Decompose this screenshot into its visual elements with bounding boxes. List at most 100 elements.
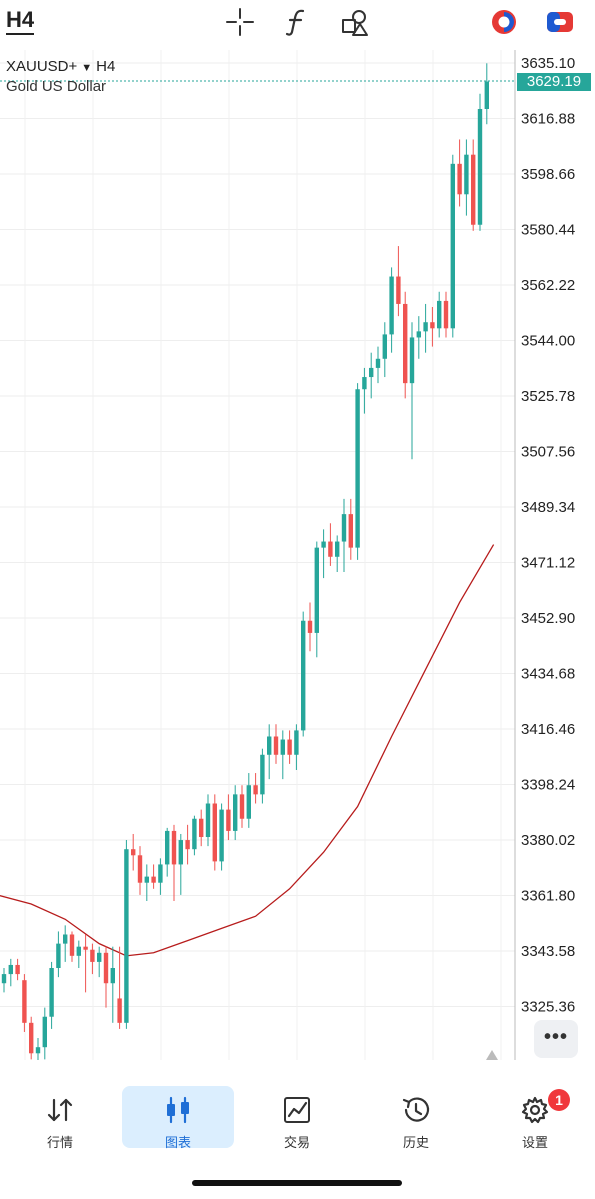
candle-body bbox=[430, 322, 435, 329]
tab-label: 图表 bbox=[164, 1135, 191, 1150]
candle-body bbox=[22, 980, 27, 1023]
candle-body bbox=[103, 952, 109, 984]
y-tick-label: 3507.56 bbox=[521, 444, 575, 461]
candle-body bbox=[246, 785, 251, 819]
candle-body bbox=[287, 739, 292, 755]
candle-body bbox=[328, 541, 333, 557]
candle-body bbox=[165, 830, 170, 865]
candle-body bbox=[437, 300, 442, 329]
candle-body bbox=[29, 1022, 34, 1054]
candles bbox=[1, 63, 489, 1060]
tab-chart[interactable]: 图表 bbox=[122, 1086, 234, 1150]
tab-settings[interactable]: 设置 bbox=[479, 1086, 591, 1150]
trade-icon bbox=[284, 1097, 310, 1123]
account-icon[interactable] bbox=[544, 6, 576, 38]
candle-body bbox=[369, 367, 374, 378]
y-tick-label: 3525.78 bbox=[521, 388, 575, 405]
y-tick-label: 3580.44 bbox=[521, 222, 575, 239]
candle-body bbox=[423, 322, 428, 332]
chart-symbol[interactable]: XAUUSD+ ▼ H4 bbox=[6, 58, 115, 75]
candle-body bbox=[192, 818, 197, 850]
objects-icon[interactable] bbox=[339, 6, 371, 38]
tab-trade[interactable]: 交易 bbox=[241, 1086, 353, 1150]
app-logo-icon[interactable] bbox=[488, 6, 520, 38]
y-tick-label: 3471.12 bbox=[521, 555, 575, 572]
symbol-name: XAUUSD+ bbox=[6, 58, 78, 75]
y-tick-label: 3398.24 bbox=[521, 777, 575, 794]
y-tick-label: 3452.90 bbox=[521, 610, 575, 627]
candle-body bbox=[450, 163, 455, 329]
candle-body bbox=[416, 331, 421, 338]
candle-body bbox=[178, 840, 183, 865]
candle-body bbox=[8, 964, 13, 975]
candle-body bbox=[49, 967, 54, 1017]
bottom-tab-bar: 行情 图表 交易 历史 设置 bbox=[0, 1086, 595, 1152]
y-tick-label: 3380.02 bbox=[521, 832, 575, 849]
candle-body bbox=[260, 754, 265, 795]
home-indicator bbox=[192, 1180, 402, 1186]
candle-body bbox=[443, 300, 449, 329]
candle-body bbox=[144, 876, 149, 883]
candle-body bbox=[375, 358, 381, 368]
candle-body bbox=[158, 864, 163, 883]
candle-body bbox=[124, 849, 129, 1023]
candle-body bbox=[69, 934, 75, 956]
candle-body bbox=[362, 377, 367, 390]
tab-label: 交易 bbox=[283, 1135, 310, 1150]
candle-body bbox=[117, 998, 122, 1023]
settings-badge: 1 bbox=[548, 1089, 570, 1111]
candle-body bbox=[464, 154, 469, 195]
candle-body bbox=[151, 876, 156, 883]
top-toolbar: H4 bbox=[0, 0, 595, 44]
more-button[interactable]: ••• bbox=[534, 1020, 578, 1058]
candle-body bbox=[131, 849, 136, 856]
history-icon bbox=[402, 1097, 430, 1122]
candle-body bbox=[1, 974, 7, 984]
y-tick-label: 3325.36 bbox=[521, 999, 575, 1016]
tab-quotes[interactable]: 行情 bbox=[4, 1086, 116, 1150]
candle-body bbox=[137, 855, 143, 883]
candle-body bbox=[314, 547, 319, 633]
tab-history[interactable]: 历史 bbox=[360, 1086, 472, 1150]
candle-body bbox=[403, 303, 408, 384]
candle-body bbox=[171, 830, 177, 865]
timeframe-selector[interactable]: H4 bbox=[6, 8, 35, 35]
candle-body bbox=[307, 620, 313, 633]
candle-body bbox=[348, 514, 353, 548]
candle-body bbox=[335, 541, 340, 557]
candle-body bbox=[110, 967, 115, 984]
candle-body bbox=[457, 163, 462, 195]
candle-body bbox=[42, 1016, 47, 1048]
y-tick-label: 3544.00 bbox=[521, 333, 575, 350]
crosshair-icon[interactable] bbox=[224, 6, 256, 38]
candle-body bbox=[15, 964, 20, 975]
tab-label: 设置 bbox=[521, 1135, 548, 1150]
chart-grid bbox=[0, 50, 515, 1060]
candle-body bbox=[185, 840, 190, 850]
candle-body bbox=[35, 1047, 41, 1054]
tab-label: 行情 bbox=[46, 1135, 73, 1150]
tab-label: 历史 bbox=[402, 1135, 429, 1150]
candle-body bbox=[83, 946, 88, 950]
price-chart[interactable]: 3635.10 3616.88 3598.66 3580.44 3562.22 3544.… bbox=[0, 48, 595, 1060]
candle-body bbox=[205, 803, 211, 838]
quotes-icon bbox=[47, 1098, 73, 1122]
candle-body bbox=[389, 276, 394, 335]
scroll-end-icon bbox=[486, 1050, 498, 1060]
candle-body bbox=[396, 276, 401, 304]
candle-body bbox=[484, 81, 489, 109]
y-tick-label: 3343.58 bbox=[521, 943, 575, 960]
ma-line bbox=[0, 544, 495, 957]
candle-body bbox=[253, 785, 258, 795]
candle-body bbox=[301, 620, 306, 731]
candle-body bbox=[97, 952, 102, 962]
y-tick-label: 3616.88 bbox=[521, 111, 575, 128]
chart-icon bbox=[167, 1096, 189, 1124]
candle-body bbox=[273, 736, 279, 755]
y-tick-label: 3489.34 bbox=[521, 499, 575, 516]
candle-body bbox=[321, 541, 326, 548]
candle-body bbox=[471, 154, 476, 225]
symbol-dropdown-icon[interactable]: ▼ bbox=[81, 62, 93, 74]
function-icon[interactable] bbox=[281, 6, 313, 38]
candle-body bbox=[267, 736, 272, 755]
